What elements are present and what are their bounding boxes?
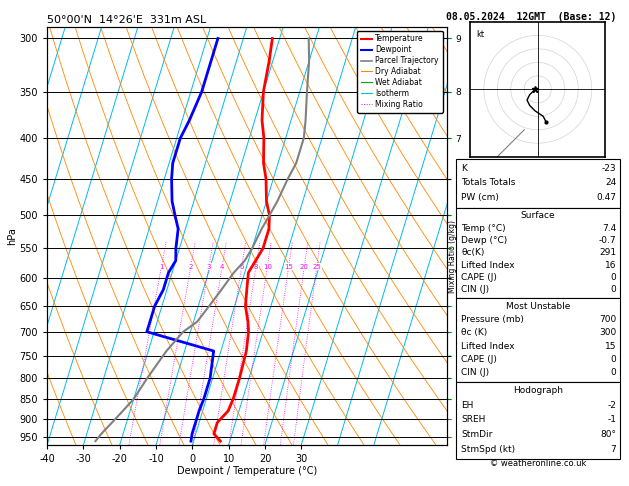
Text: 0.47: 0.47 — [596, 193, 616, 202]
Text: 4: 4 — [220, 264, 225, 270]
Text: 8: 8 — [253, 264, 259, 270]
Text: 7: 7 — [611, 445, 616, 453]
Text: kt: kt — [476, 30, 484, 39]
Text: 80°: 80° — [601, 430, 616, 439]
Text: 08.05.2024  12GMT  (Base: 12): 08.05.2024 12GMT (Base: 12) — [447, 12, 616, 22]
Text: –: – — [448, 35, 452, 41]
Text: -0.7: -0.7 — [599, 236, 616, 245]
Text: 6: 6 — [240, 264, 244, 270]
Text: Lifted Index: Lifted Index — [461, 342, 515, 350]
Text: 291: 291 — [599, 248, 616, 257]
Text: -23: -23 — [602, 164, 616, 173]
Text: StmDir: StmDir — [461, 430, 493, 439]
Text: –: – — [448, 353, 452, 359]
Text: 16: 16 — [605, 260, 616, 270]
Text: –: – — [448, 303, 452, 309]
Text: –: – — [448, 396, 452, 402]
Text: 10: 10 — [263, 264, 272, 270]
Text: 15: 15 — [284, 264, 293, 270]
Text: Mixing Ratio (g/kg): Mixing Ratio (g/kg) — [448, 220, 457, 293]
Text: –: – — [448, 416, 452, 422]
Text: 3: 3 — [206, 264, 211, 270]
Text: –: – — [448, 89, 452, 95]
Text: Lifted Index: Lifted Index — [461, 260, 515, 270]
Text: CAPE (J): CAPE (J) — [461, 355, 497, 364]
Text: Most Unstable: Most Unstable — [506, 302, 570, 311]
Y-axis label: km
ASL: km ASL — [478, 236, 494, 255]
Text: Surface: Surface — [520, 211, 555, 220]
Text: Hodograph: Hodograph — [513, 386, 563, 395]
Legend: Temperature, Dewpoint, Parcel Trajectory, Dry Adiabat, Wet Adiabat, Isotherm, Mi: Temperature, Dewpoint, Parcel Trajectory… — [357, 31, 443, 113]
Text: SREH: SREH — [461, 416, 486, 424]
Text: Pressure (mb): Pressure (mb) — [461, 315, 524, 324]
Text: Temp (°C): Temp (°C) — [461, 224, 506, 233]
X-axis label: Dewpoint / Temperature (°C): Dewpoint / Temperature (°C) — [177, 467, 317, 476]
Text: CIN (J): CIN (J) — [461, 368, 489, 377]
Text: –: – — [448, 135, 452, 141]
Text: 0: 0 — [611, 368, 616, 377]
Text: -2: -2 — [608, 401, 616, 410]
Text: –: – — [448, 375, 452, 381]
Text: CAPE (J): CAPE (J) — [461, 273, 497, 282]
Text: 50°00'N  14°26'E  331m ASL: 50°00'N 14°26'E 331m ASL — [47, 15, 206, 25]
Y-axis label: hPa: hPa — [7, 227, 17, 244]
Text: Totals Totals: Totals Totals — [461, 178, 515, 188]
Text: Dewp (°C): Dewp (°C) — [461, 236, 508, 245]
Text: EH: EH — [461, 401, 474, 410]
Text: © weatheronline.co.uk: © weatheronline.co.uk — [489, 458, 586, 468]
Text: 15: 15 — [605, 342, 616, 350]
Text: 0: 0 — [611, 273, 616, 282]
Text: θᴄ(K): θᴄ(K) — [461, 248, 484, 257]
Text: 2: 2 — [189, 264, 193, 270]
Text: 700: 700 — [599, 315, 616, 324]
Text: –: – — [448, 329, 452, 335]
Text: 300: 300 — [599, 329, 616, 337]
Text: 20: 20 — [300, 264, 309, 270]
Text: -1: -1 — [608, 416, 616, 424]
Text: –: – — [448, 212, 452, 218]
Text: 25: 25 — [313, 264, 321, 270]
Text: θᴄ (K): θᴄ (K) — [461, 329, 487, 337]
Text: StmSpd (kt): StmSpd (kt) — [461, 445, 515, 453]
Text: –: – — [448, 434, 452, 440]
Text: 0: 0 — [611, 355, 616, 364]
Text: 1: 1 — [159, 264, 164, 270]
Text: K: K — [461, 164, 467, 173]
Text: –: – — [448, 245, 452, 251]
Text: PW (cm): PW (cm) — [461, 193, 499, 202]
Text: 0: 0 — [611, 285, 616, 294]
Text: 24: 24 — [605, 178, 616, 188]
Text: CIN (J): CIN (J) — [461, 285, 489, 294]
Text: 7.4: 7.4 — [602, 224, 616, 233]
